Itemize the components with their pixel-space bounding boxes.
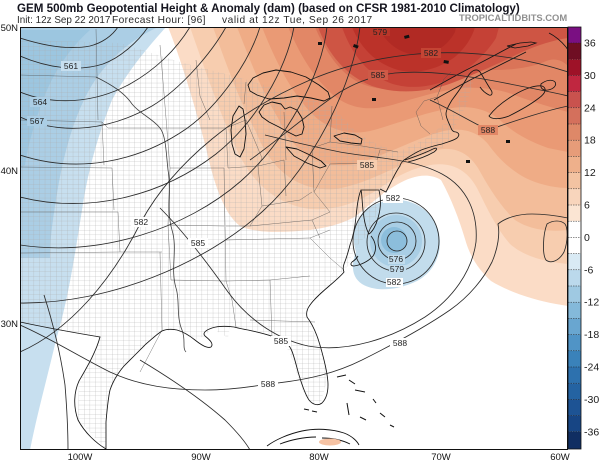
svg-text:30N: 30N (1, 319, 19, 330)
svg-text:-6: -6 (584, 264, 593, 276)
svg-text:50N: 50N (1, 23, 19, 34)
svg-text:36: 36 (584, 38, 596, 50)
svg-text:582: 582 (134, 217, 148, 227)
svg-text:100W: 100W (68, 452, 93, 461)
svg-text:579: 579 (390, 264, 404, 274)
svg-text:585: 585 (274, 336, 288, 346)
svg-text:588: 588 (481, 125, 495, 135)
svg-text:60W: 60W (550, 452, 570, 461)
svg-text:-36: -36 (584, 426, 599, 438)
svg-text:90W: 90W (191, 452, 211, 461)
svg-text:585: 585 (360, 160, 374, 170)
svg-text:585: 585 (371, 70, 385, 80)
svg-text:564: 564 (33, 97, 47, 107)
svg-text:24: 24 (584, 102, 596, 114)
svg-text:588: 588 (393, 338, 407, 348)
svg-text:582: 582 (424, 48, 438, 58)
svg-text:12: 12 (584, 167, 596, 179)
svg-text:0: 0 (584, 232, 590, 244)
svg-text:576: 576 (389, 254, 403, 264)
svg-text:40N: 40N (1, 166, 19, 177)
svg-text:582: 582 (387, 277, 401, 287)
svg-text:585: 585 (191, 238, 205, 248)
svg-text:582: 582 (386, 193, 400, 203)
svg-text:30: 30 (584, 70, 596, 82)
svg-text:561: 561 (64, 61, 78, 71)
svg-text:588: 588 (261, 379, 275, 389)
svg-text:567: 567 (30, 116, 44, 126)
svg-text:18: 18 (584, 135, 596, 147)
svg-text:-18: -18 (584, 329, 599, 341)
svg-text:-24: -24 (584, 362, 599, 374)
svg-text:-30: -30 (584, 394, 599, 406)
svg-text:579: 579 (373, 27, 387, 37)
svg-text:6: 6 (584, 200, 590, 212)
svg-text:80W: 80W (309, 452, 329, 461)
svg-text:70W: 70W (431, 452, 451, 461)
svg-text:-12: -12 (584, 297, 599, 309)
